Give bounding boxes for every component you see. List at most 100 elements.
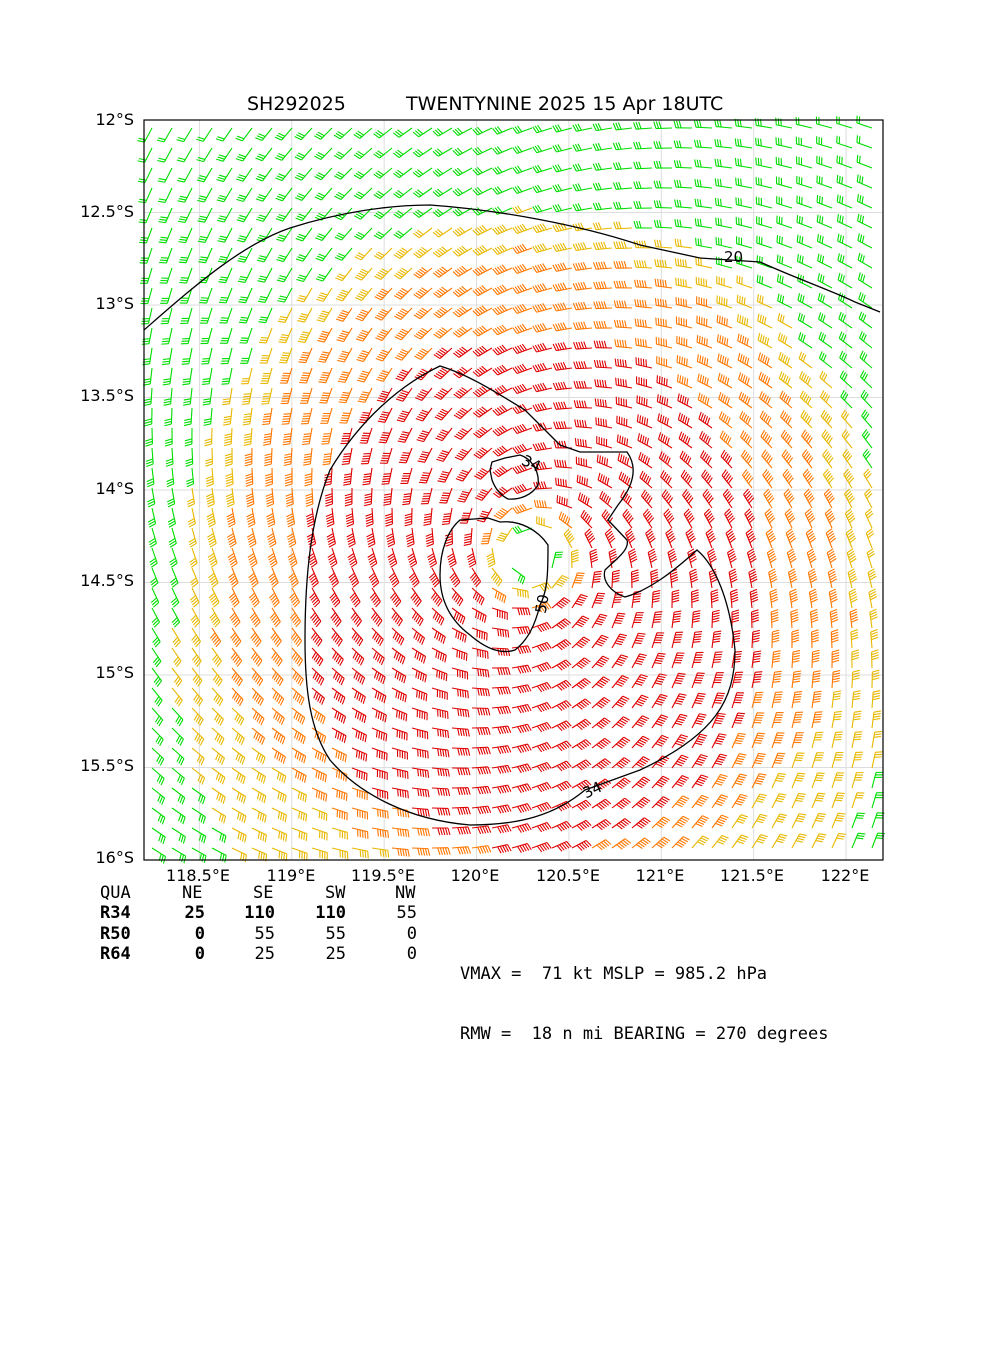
wind-barb — [395, 328, 412, 340]
wind-barb — [573, 242, 592, 250]
wind-barb — [617, 435, 632, 448]
wind-barb — [432, 828, 450, 835]
wind-barb — [198, 248, 212, 263]
wind-barb — [737, 236, 752, 248]
wind-barb — [392, 688, 406, 702]
wind-barb — [392, 748, 407, 760]
wind-barb — [272, 808, 286, 822]
wind-barb — [496, 528, 512, 541]
wind-barb — [597, 436, 612, 448]
wind-barb — [392, 608, 403, 626]
wind-barb — [513, 364, 532, 373]
wind-barb — [431, 588, 442, 606]
wind-barb — [472, 668, 489, 677]
wind-barb — [192, 768, 205, 785]
wind-barb — [533, 323, 552, 332]
wind-barb — [757, 275, 772, 288]
wind-barb — [632, 716, 649, 728]
wind-barb — [717, 296, 732, 308]
lat-tick-label: 16°S — [0, 848, 134, 867]
wind-barb — [641, 490, 652, 508]
contour-labels: 20 34 50 34 — [519, 248, 743, 802]
wind-barb — [222, 388, 232, 405]
wind-barb — [576, 457, 592, 468]
wind-barb — [559, 512, 572, 528]
wind-barb — [781, 430, 792, 448]
wind-barb — [776, 137, 792, 148]
wind-barb — [696, 277, 712, 288]
wind-barb — [216, 128, 232, 141]
wind-barb — [672, 796, 689, 808]
wind-barb — [157, 128, 172, 142]
wind-barb — [612, 737, 630, 748]
wind-barb — [817, 136, 832, 148]
wind-barb — [614, 261, 632, 268]
wind-barb — [742, 469, 753, 488]
wind-barb — [171, 588, 179, 607]
wind-barb — [704, 509, 714, 528]
wind-barb — [329, 568, 339, 587]
wind-barb — [592, 656, 609, 668]
wind-barb — [409, 568, 419, 587]
wind-barb — [481, 528, 492, 544]
wind-barb — [374, 188, 392, 198]
wind-barb — [189, 528, 197, 547]
wind-barb — [612, 592, 623, 608]
wind-barb — [715, 139, 732, 148]
wind-barb — [838, 253, 852, 268]
wind-barb — [417, 428, 432, 442]
wind-barb — [334, 148, 352, 159]
table-cell: 0 — [407, 944, 417, 964]
wind-barb — [297, 308, 312, 322]
wind-barb — [533, 205, 552, 213]
wind-barb — [574, 342, 592, 350]
wind-barb — [392, 768, 408, 779]
wind-barb — [219, 308, 232, 323]
wind-barb — [169, 528, 177, 547]
wind-barb — [634, 162, 652, 169]
wind-barb — [317, 308, 332, 322]
wind-barb — [454, 408, 472, 419]
wind-barb — [860, 370, 872, 388]
wind-barb — [394, 308, 412, 320]
wind-barb — [672, 755, 688, 768]
wind-barb — [741, 430, 752, 448]
wind-barb — [832, 793, 845, 808]
wind-barb — [162, 348, 172, 365]
wind-barb — [453, 246, 472, 256]
wind-barb — [668, 549, 677, 568]
wind-barb — [472, 708, 490, 715]
wind-barb — [295, 148, 312, 160]
wind-barb — [394, 208, 412, 218]
wind-barb — [298, 348, 312, 363]
wind-barb — [212, 748, 224, 765]
wind-barb — [512, 724, 531, 733]
wind-barb — [258, 288, 272, 302]
wind-barb — [343, 468, 352, 485]
wind-barb — [370, 588, 380, 607]
wind-barb — [172, 728, 183, 746]
wind-barb — [292, 768, 306, 783]
wind-barb — [513, 344, 532, 353]
wind-barb — [204, 408, 212, 425]
wind-barb — [729, 569, 737, 588]
wind-barb — [676, 278, 692, 288]
wind-barb — [436, 448, 452, 461]
wind-barb — [752, 814, 767, 828]
wind-barb — [258, 308, 272, 323]
wind-barb — [532, 643, 551, 652]
wind-barb — [736, 178, 752, 188]
wind-barb — [374, 208, 392, 219]
wind-barb — [533, 263, 552, 272]
wind-barb — [161, 328, 172, 344]
wind-barb — [593, 143, 612, 150]
wind-barb — [493, 466, 512, 476]
wind-barb — [592, 677, 610, 688]
wind-barb — [198, 228, 212, 242]
wind-barb — [152, 828, 165, 844]
wind-barb — [712, 835, 729, 848]
wind-barb — [634, 122, 652, 129]
wind-barb — [652, 735, 669, 748]
wind-barb — [352, 668, 365, 685]
wind-barb — [321, 428, 332, 444]
